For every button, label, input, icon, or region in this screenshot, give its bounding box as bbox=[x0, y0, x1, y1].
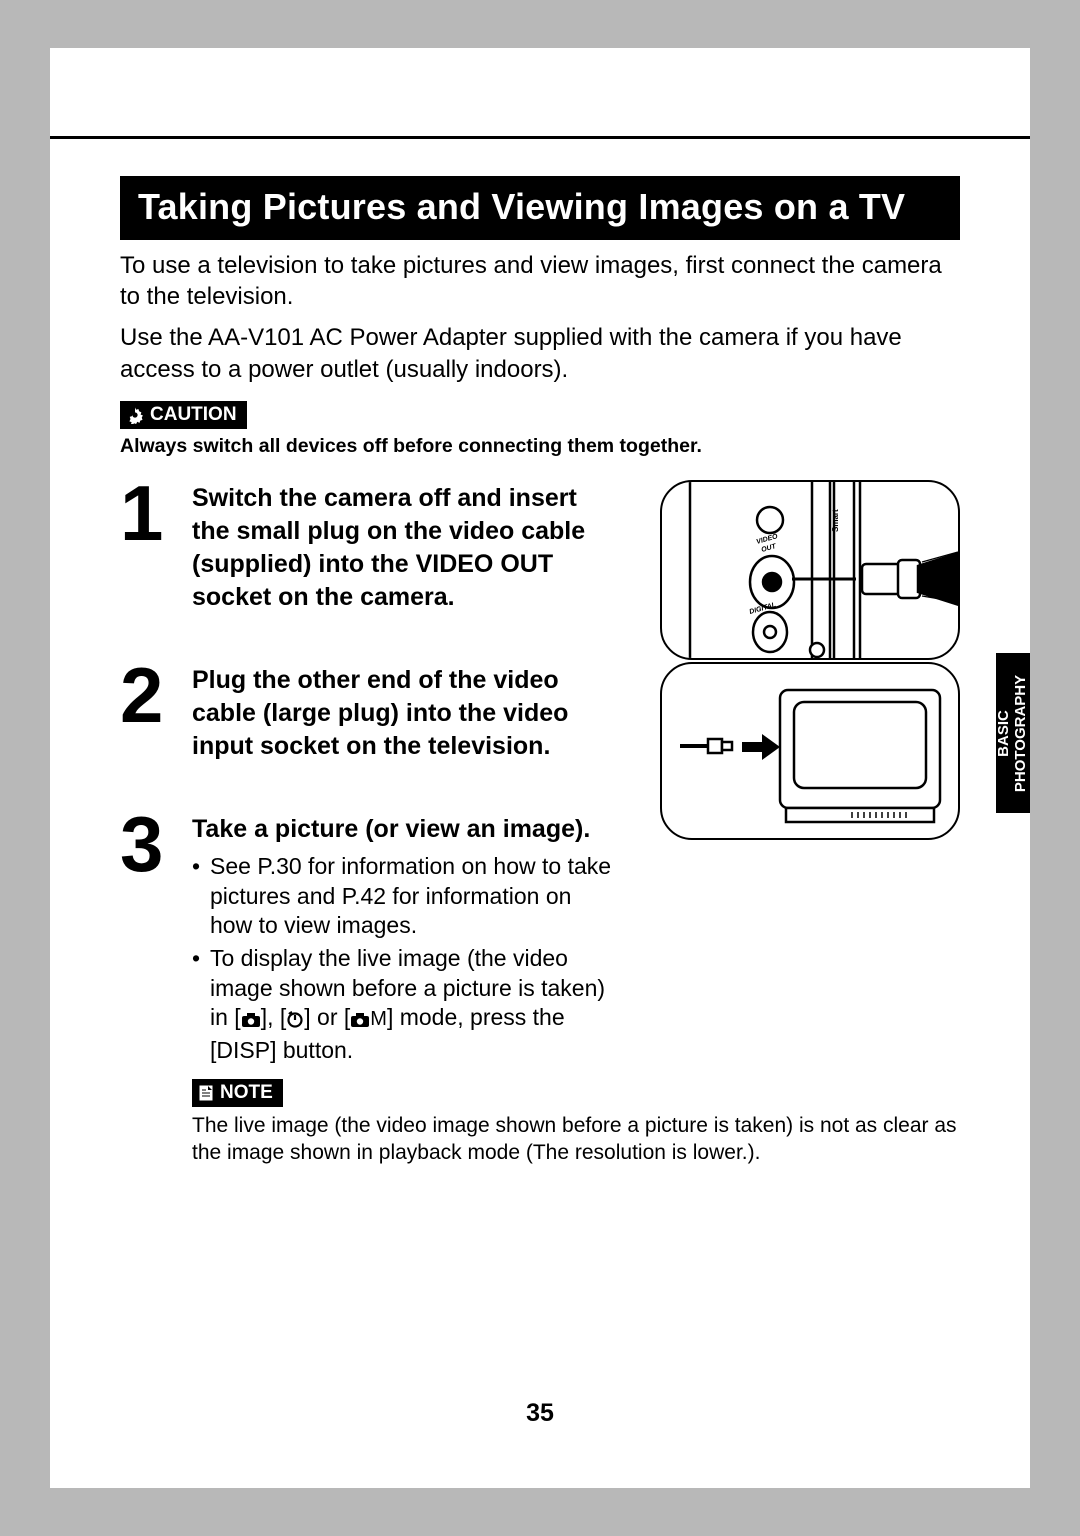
step-number: 2 bbox=[120, 662, 172, 728]
step-3: 3 Take a picture (or view an image). See… bbox=[120, 811, 960, 1069]
step3-bullet-2: To display the live image (the video ima… bbox=[192, 944, 612, 1065]
timer-icon bbox=[286, 1006, 304, 1035]
step-title: Take a picture (or view an image). bbox=[192, 813, 592, 846]
section-tab-line2: PHOTOGRAPHY bbox=[1012, 674, 1029, 791]
top-rule bbox=[50, 136, 1030, 139]
manual-page: BASIC PHOTOGRAPHY Taking Pictures and Vi… bbox=[50, 48, 1030, 1488]
page-number: 35 bbox=[50, 1399, 1030, 1428]
gear-icon bbox=[126, 406, 144, 424]
caution-text: Always switch all devices off before con… bbox=[120, 435, 960, 458]
step-title: Switch the camera off and insert the sma… bbox=[192, 482, 592, 614]
step-2: 2 Plug the other end of the video cable … bbox=[120, 662, 960, 763]
caution-label: CAUTION bbox=[150, 404, 237, 426]
step-number: 1 bbox=[120, 480, 172, 546]
intro-paragraph-1: To use a television to take pictures and… bbox=[120, 250, 960, 312]
intro-paragraph-2: Use the AA-V101 AC Power Adapter supplie… bbox=[120, 322, 960, 384]
step-title: Plug the other end of the video cable (l… bbox=[192, 664, 592, 763]
page-title: Taking Pictures and Viewing Images on a … bbox=[120, 176, 960, 240]
content-area: Taking Pictures and Viewing Images on a … bbox=[120, 176, 960, 1167]
camera-m-icon bbox=[350, 1006, 370, 1035]
note-text: The live image (the video image shown be… bbox=[192, 1113, 960, 1167]
section-tab-line1: BASIC bbox=[996, 710, 1013, 757]
caution-badge: CAUTION bbox=[120, 401, 247, 429]
label-smart: Smart bbox=[831, 509, 840, 532]
figure-camera-video-out: VIDEO OUT DIGITAL Smart bbox=[660, 480, 960, 660]
note-icon bbox=[198, 1085, 214, 1101]
note-badge: NOTE bbox=[192, 1079, 283, 1107]
section-tab: BASIC PHOTOGRAPHY bbox=[996, 653, 1030, 813]
steps-list: 1 Switch the camera off and insert the s… bbox=[120, 480, 960, 1069]
step3-bullet-1: See P.30 for information on how to take … bbox=[192, 852, 612, 940]
step-bullets: See P.30 for information on how to take … bbox=[192, 852, 612, 1065]
step-1: 1 Switch the camera off and insert the s… bbox=[120, 480, 960, 614]
note-label: NOTE bbox=[220, 1082, 273, 1104]
step-number: 3 bbox=[120, 811, 172, 877]
mode-m-label: M bbox=[370, 1008, 387, 1030]
camera-icon bbox=[241, 1006, 261, 1035]
